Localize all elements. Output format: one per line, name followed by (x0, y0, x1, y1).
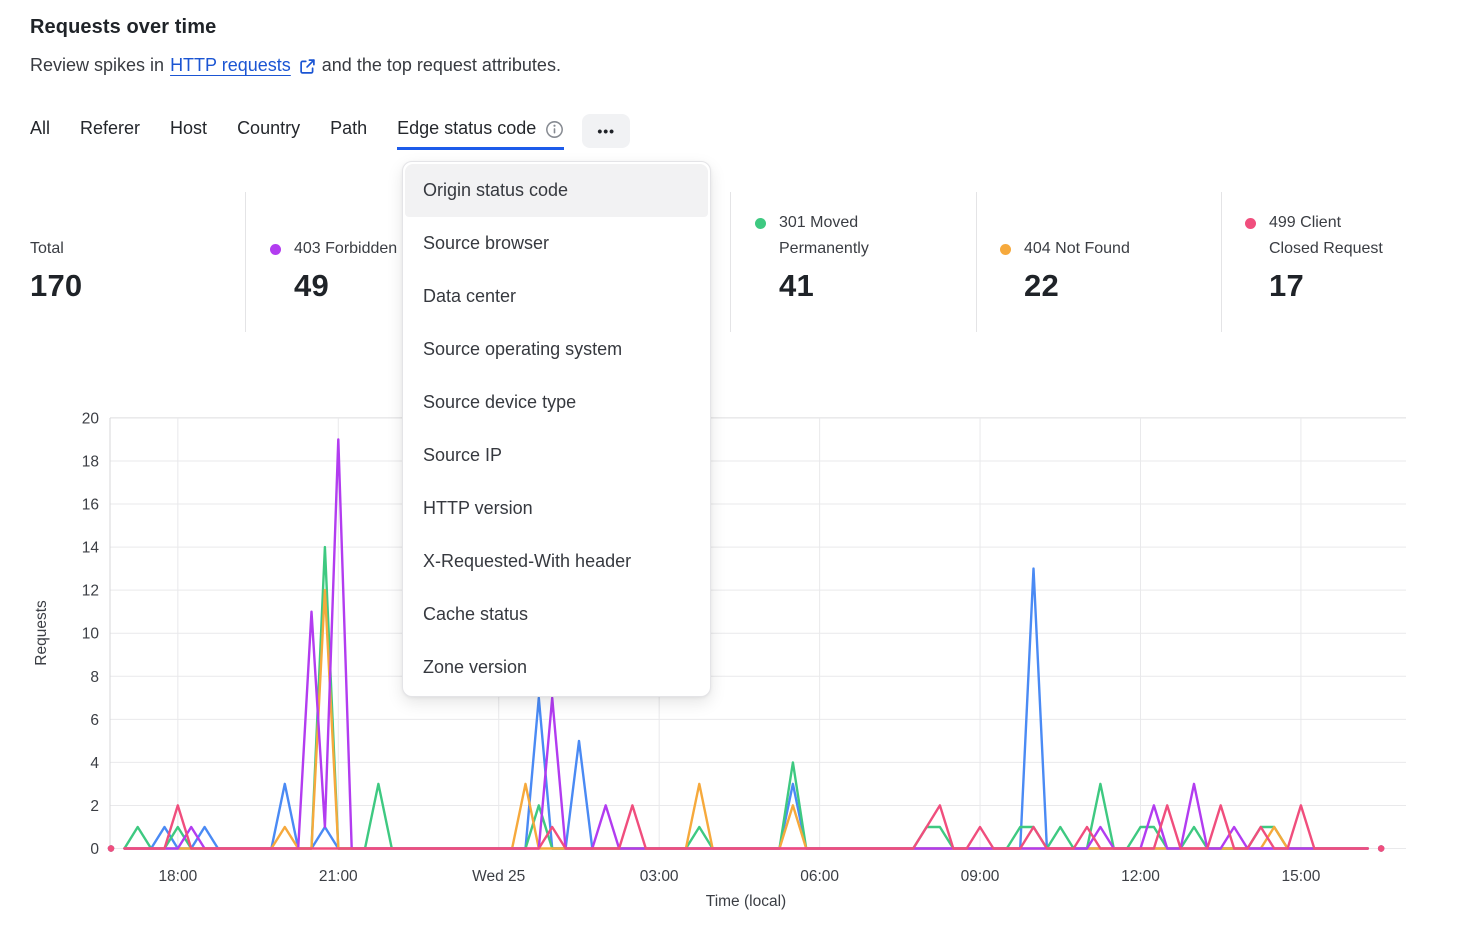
stat-label: Total (30, 236, 64, 262)
tab-host[interactable]: Host (170, 118, 208, 138)
series-color-dot (1000, 244, 1011, 255)
stat-value: 17 (1269, 268, 1304, 303)
stat-label: 403 Forbidden (270, 236, 397, 262)
stat-divider (1221, 192, 1222, 332)
stat-value: 49 (294, 268, 329, 303)
x-axis-title: Time (local) (706, 893, 786, 910)
page-subtitle: Review spikes in HTTP requests and the t… (30, 39, 1428, 76)
active-tab-label: Edge status code (397, 118, 537, 138)
subtitle-prefix: Review spikes in (30, 55, 165, 75)
stat-label: 404 Not Found (1000, 236, 1130, 262)
y-tick-label: 14 (82, 540, 100, 557)
tab-country[interactable]: Country (237, 118, 301, 138)
menu-item-x-requested-with-header[interactable]: X-Requested-With header (423, 551, 632, 571)
page-title: Requests over time (30, 16, 217, 38)
stat-label-text: Total (30, 240, 64, 257)
series-line-403-forbidden (123, 438, 1370, 850)
series-line-301-moved-permanently (123, 545, 1370, 850)
y-tick-label: 4 (90, 755, 99, 772)
x-tick-label: 03:00 (640, 868, 679, 885)
dimension-dropdown-menu: Origin status code Source browser Data cen… (402, 161, 711, 697)
menu-item-source-browser[interactable]: Source browser (423, 233, 550, 253)
stat-value: 170 (30, 268, 83, 303)
y-tick-label: 10 (82, 626, 100, 643)
y-tick-label: 12 (82, 583, 99, 600)
menu-item-zone-version[interactable]: Zone version (423, 657, 528, 677)
stat-divider (730, 192, 731, 332)
series-color-dot (1245, 218, 1256, 229)
y-tick-label: 18 (82, 453, 99, 470)
menu-item-http-version[interactable]: HTTP version (423, 498, 533, 518)
x-tick-label: 21:00 (319, 868, 358, 885)
ellipsis-icon: ••• (597, 123, 616, 139)
y-tick-label: 0 (90, 841, 99, 858)
stat-card-403-forbidden: 403 Forbidden 49 (270, 190, 485, 332)
stat-value: 41 (779, 268, 814, 303)
menu-item-data-center[interactable]: Data center (423, 286, 517, 306)
series-start-dot (107, 845, 115, 852)
x-tick-label: 09:00 (961, 868, 1000, 885)
y-tick-label: 8 (90, 669, 99, 686)
series-end-dot (1377, 845, 1385, 852)
stats-row: Total 170 403 Forbidden 49 301 Moved Permane… (0, 190, 1458, 332)
stat-card-404-not-found: 404 Not Found 22 (1000, 190, 1215, 332)
x-tick-label: Wed 25 (472, 868, 525, 885)
y-axis-title: Requests (33, 600, 50, 666)
menu-item-origin-status-code[interactable]: Origin status code (405, 164, 708, 217)
x-tick-label: 15:00 (1282, 868, 1321, 885)
menu-item-cache-status[interactable]: Cache status (423, 604, 529, 624)
menu-item-source-device-type[interactable]: Source device type (423, 392, 577, 412)
http-requests-link[interactable]: HTTP requests (170, 55, 291, 75)
menu-item-source-operating-system[interactable]: Source operating system (423, 339, 623, 359)
tab-referer[interactable]: Referer (80, 118, 141, 138)
more-tabs-button[interactable]: ••• (582, 114, 631, 148)
stat-label-text: 301 Moved Permanently (779, 214, 869, 257)
series-color-dot (270, 244, 281, 255)
y-tick-label: 20 (82, 410, 100, 427)
y-tick-label: 2 (90, 798, 99, 815)
tab-all[interactable]: All (30, 118, 51, 138)
stat-label-text: 404 Not Found (1024, 240, 1130, 257)
stat-divider (245, 192, 246, 332)
y-tick-label: 16 (82, 497, 99, 514)
stat-value: 22 (1024, 268, 1059, 303)
stat-card-301-moved-permanently: 301 Moved Permanently 41 (755, 190, 970, 332)
y-tick-label: 6 (90, 712, 99, 729)
series-line-unlabeled-blue-label-hidden-by-menu (123, 567, 1370, 850)
stat-label-text: 499 Client Closed Request (1269, 214, 1383, 257)
subtitle-suffix: and the top request attributes. (321, 55, 561, 75)
x-tick-label: 06:00 (800, 868, 839, 885)
tab-path[interactable]: Path (330, 118, 368, 138)
series-line-499-client-closed-request (123, 804, 1370, 850)
dimension-tabs: All Referer Host Country Path Edge status co… (30, 114, 631, 150)
x-tick-label: 18:00 (158, 868, 197, 885)
stat-card-499-client-closed-request: 499 Client Closed Request 17 (1245, 190, 1458, 332)
stat-card-total: Total 170 (30, 190, 245, 332)
stat-label-text: 403 Forbidden (294, 240, 398, 257)
header: Requests over time Review spikes in HTTP… (30, 0, 1428, 76)
series-color-dot (755, 218, 766, 229)
stat-label: 301 Moved Permanently (755, 210, 903, 262)
external-link-icon[interactable] (299, 58, 316, 75)
stat-divider (976, 192, 977, 332)
info-icon[interactable] (545, 120, 564, 139)
dropdown-list: Origin status code Source browser Data cen… (405, 164, 708, 694)
tab-edge-status-code[interactable]: Edge status code (397, 118, 565, 150)
stat-label: 499 Client Closed Request (1245, 210, 1393, 262)
menu-item-source-ip[interactable]: Source IP (423, 445, 503, 465)
x-tick-label: 12:00 (1121, 868, 1160, 885)
